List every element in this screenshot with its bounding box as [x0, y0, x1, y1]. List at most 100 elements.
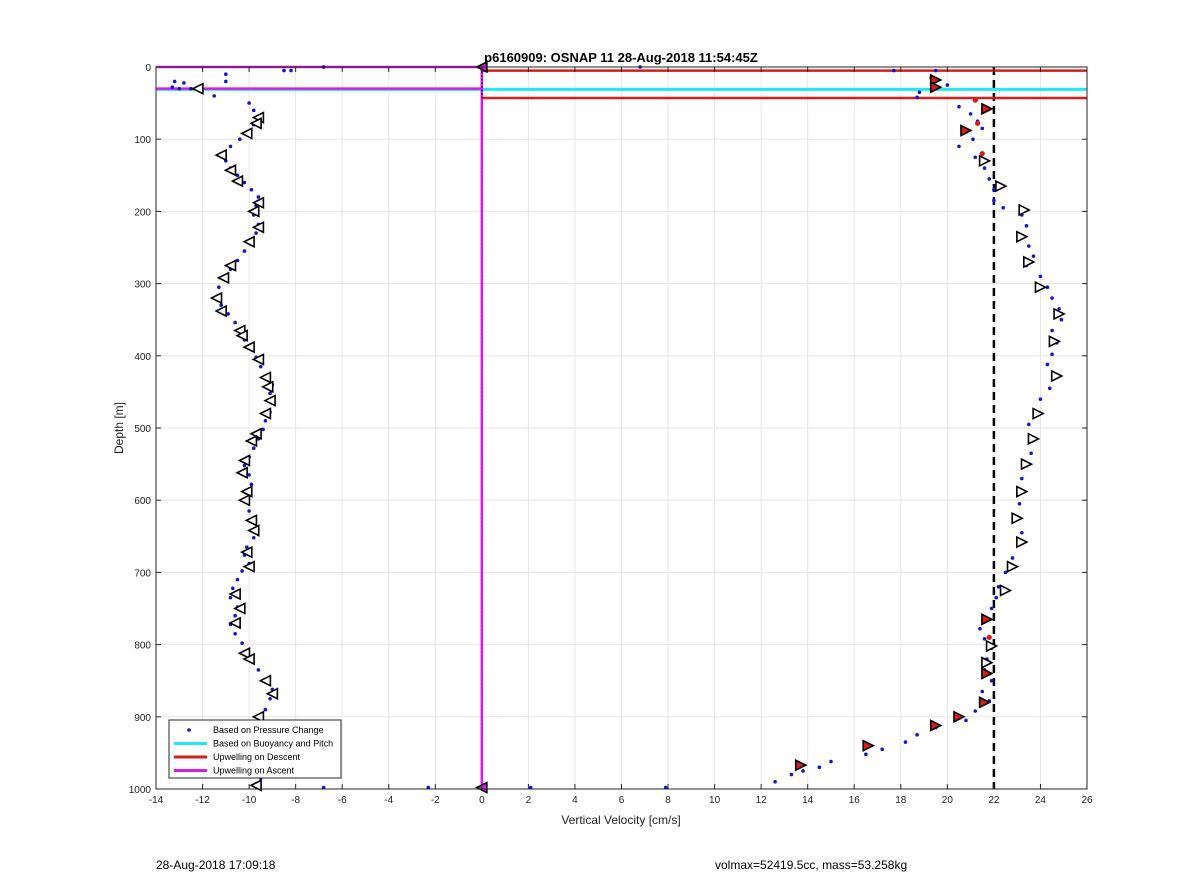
ascent-triangle	[246, 524, 260, 537]
zero-line-point	[480, 549, 484, 553]
ascent-triangle	[223, 259, 237, 272]
zero-line-point	[480, 506, 484, 509]
ascent-pressure-point	[242, 249, 247, 253]
descent-pressure-point	[1001, 205, 1006, 210]
ascent-pressure-point	[242, 463, 247, 468]
descent-pressure-point	[1010, 556, 1015, 560]
x-tick-label: -6	[338, 795, 347, 806]
descent-pressure-point	[971, 137, 975, 141]
marks-layer	[170, 60, 1066, 794]
descent-triangle	[960, 124, 973, 137]
descent-pressure-point	[992, 198, 996, 203]
descent-pressure-point	[915, 733, 919, 737]
zero-line-point	[480, 347, 484, 350]
zero-line-point	[480, 451, 484, 455]
x-tick-label: -2	[431, 795, 440, 806]
x-tick-label: 4	[572, 795, 578, 806]
zero-line-point	[480, 94, 484, 98]
axes-layer: -14 -12 -10 -8 -6 -4 -2 0 2 4 6 8 10 12 14 16 18 20 22 24 26…	[129, 63, 1093, 806]
zero-line-point	[480, 744, 484, 747]
zero-line-point	[480, 737, 484, 740]
zero-line-point	[480, 473, 484, 477]
descent-pressure-point	[945, 83, 950, 87]
zero-line-point	[480, 780, 484, 784]
zero-line-point	[480, 668, 484, 672]
descent-triangle	[794, 758, 808, 772]
descent-triangle	[1032, 407, 1045, 420]
legend-label: Based on Pressure Change	[213, 725, 324, 735]
zero-line-point	[480, 202, 484, 206]
descent-pressure-point	[1029, 451, 1033, 456]
zero-line-point	[480, 697, 484, 701]
zero-line-point	[480, 625, 484, 628]
y-tick-label: 600	[134, 496, 151, 507]
zero-line-point	[480, 585, 484, 589]
descent-triangle	[1020, 457, 1034, 471]
zero-line-point	[480, 134, 484, 137]
ascent-pressure-point	[268, 696, 272, 701]
zero-line-point	[480, 516, 484, 520]
zero-line-point	[480, 195, 484, 199]
ascent-pressure-point	[256, 668, 261, 672]
zero-line-point	[480, 480, 484, 484]
zero-line-point	[480, 426, 484, 430]
descent-triangle	[981, 613, 994, 626]
ascent-pressure-point	[242, 180, 247, 185]
zero-line-point	[480, 148, 484, 152]
ascent-triangle	[251, 220, 265, 234]
descent-triangle	[978, 154, 992, 168]
ascent-triangle	[239, 545, 253, 559]
ascent-triangle	[244, 514, 258, 527]
zero-line-point	[480, 708, 484, 711]
zero-line-point	[480, 415, 484, 419]
ascent-pressure-point	[251, 446, 256, 451]
zero-line-point	[480, 220, 484, 224]
zero-line-point	[480, 116, 484, 119]
outlier-pressure-point	[282, 68, 286, 73]
zero-line-point	[480, 336, 484, 340]
x-axis-label: Vertical Velocity [cm/s]	[561, 813, 680, 827]
ascent-pressure-point	[235, 258, 240, 263]
ascent-triangle	[230, 174, 244, 188]
zero-line-point	[480, 650, 484, 654]
ascent-pressure-point	[240, 641, 244, 645]
ascent-triangle	[249, 779, 262, 792]
zero-line-point	[480, 740, 484, 744]
x-tick-label: 14	[802, 795, 814, 806]
outlier-pressure-point	[528, 785, 533, 790]
zero-line-point	[480, 267, 484, 271]
y-tick-label: 700	[134, 568, 151, 579]
descent-triangle	[1016, 535, 1029, 549]
zero-line-point	[480, 159, 484, 163]
zero-line-point	[480, 556, 484, 560]
descent-triangle	[981, 667, 994, 680]
descent-pressure-point	[1024, 224, 1029, 228]
zero-line-point	[480, 130, 484, 134]
zero-line-point	[480, 123, 484, 127]
zero-line-point	[480, 358, 484, 361]
ascent-pressure-point	[226, 312, 230, 316]
descent-pressure-point	[1050, 296, 1054, 300]
descent-triangle	[1016, 485, 1029, 498]
descent-red-dot	[979, 151, 985, 157]
ascent-triangle	[242, 560, 255, 573]
x-tick-label: -4	[384, 795, 393, 806]
zero-line-point	[480, 213, 484, 217]
descent-triangle	[985, 639, 999, 653]
zero-line-point	[480, 766, 484, 769]
zero-line-point	[480, 437, 484, 441]
zero-line-point	[480, 181, 484, 184]
zero-line-point	[480, 571, 484, 574]
zero-line-point	[480, 231, 484, 235]
zero-line-point	[480, 98, 484, 101]
zero-line-point	[480, 296, 484, 300]
ascent-triangle	[209, 291, 223, 305]
zero-line-point	[480, 246, 484, 249]
zero-line-point	[480, 350, 484, 354]
zero-line-point	[480, 657, 484, 661]
zero-line-point	[480, 639, 484, 643]
ascent-triangle	[233, 602, 246, 615]
zero-line-point	[480, 664, 484, 668]
zero-line-point	[480, 430, 484, 433]
ascent-triangle	[242, 340, 255, 354]
